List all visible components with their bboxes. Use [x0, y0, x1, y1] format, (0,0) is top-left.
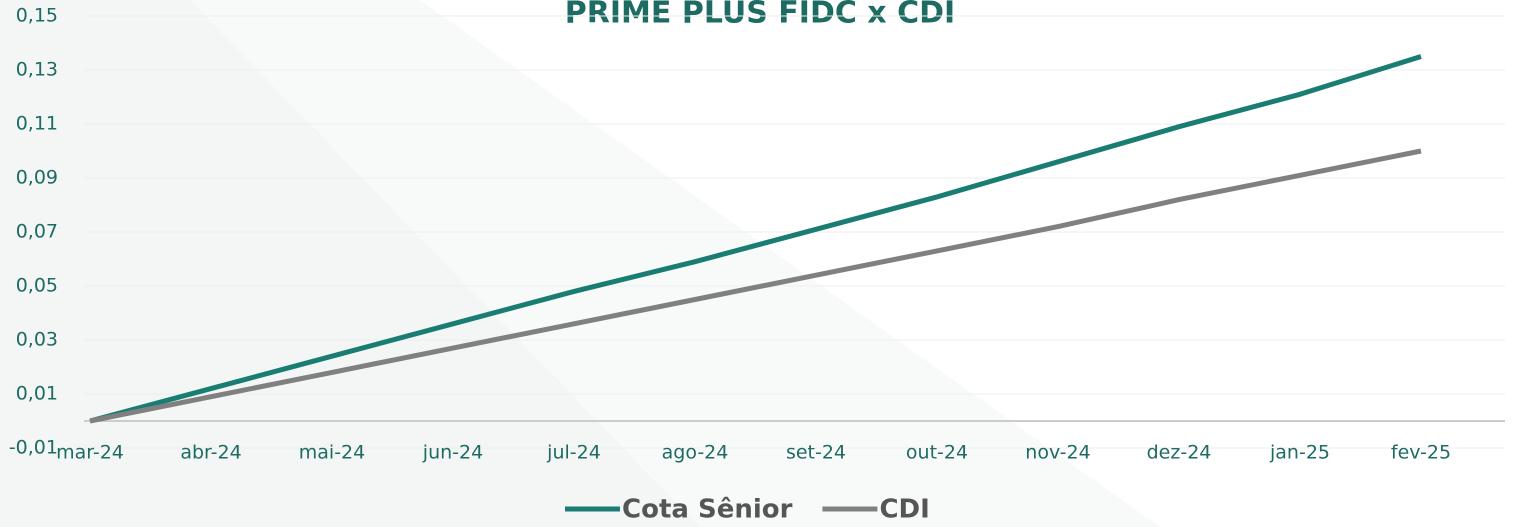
y-tick-label: 0,05: [16, 275, 58, 297]
y-tick-label: 0,01: [16, 383, 58, 405]
y-tick-label: -0,01: [9, 437, 58, 459]
y-tick-label: 0,11: [16, 113, 58, 135]
y-tick-label: 0,15: [16, 5, 58, 27]
x-tick-label: set-24: [786, 442, 846, 464]
x-tick-label: mai-24: [299, 442, 365, 464]
legend-label: CDI: [879, 495, 929, 525]
y-tick-label: 0,03: [16, 329, 58, 351]
y-tick-label: 0,13: [16, 59, 58, 81]
x-tick-label: jan-25: [1269, 442, 1330, 464]
x-tick-label: abr-24: [180, 442, 241, 464]
x-tick-label: nov-24: [1025, 442, 1090, 464]
y-tick-label: 0,09: [16, 167, 58, 189]
chart-title: PRIME PLUS FIDC x CDI: [565, 0, 955, 31]
background-shape: [190, 0, 1160, 527]
y-tick-label: 0,07: [16, 221, 58, 243]
x-tick-label: mar-24: [56, 442, 124, 464]
x-tick-label: fev-25: [1391, 442, 1451, 464]
x-tick-label: out-24: [906, 442, 968, 464]
x-tick-label: jul-24: [546, 442, 601, 464]
series-line: [89, 54, 1422, 424]
x-tick-label: jun-24: [422, 442, 483, 464]
x-tick-label: ago-24: [662, 442, 729, 464]
x-tick-label: dez-24: [1147, 442, 1212, 464]
series-line: [89, 148, 1422, 424]
legend-label: Cota Sênior: [622, 495, 793, 525]
background-shape: [0, 0, 700, 527]
